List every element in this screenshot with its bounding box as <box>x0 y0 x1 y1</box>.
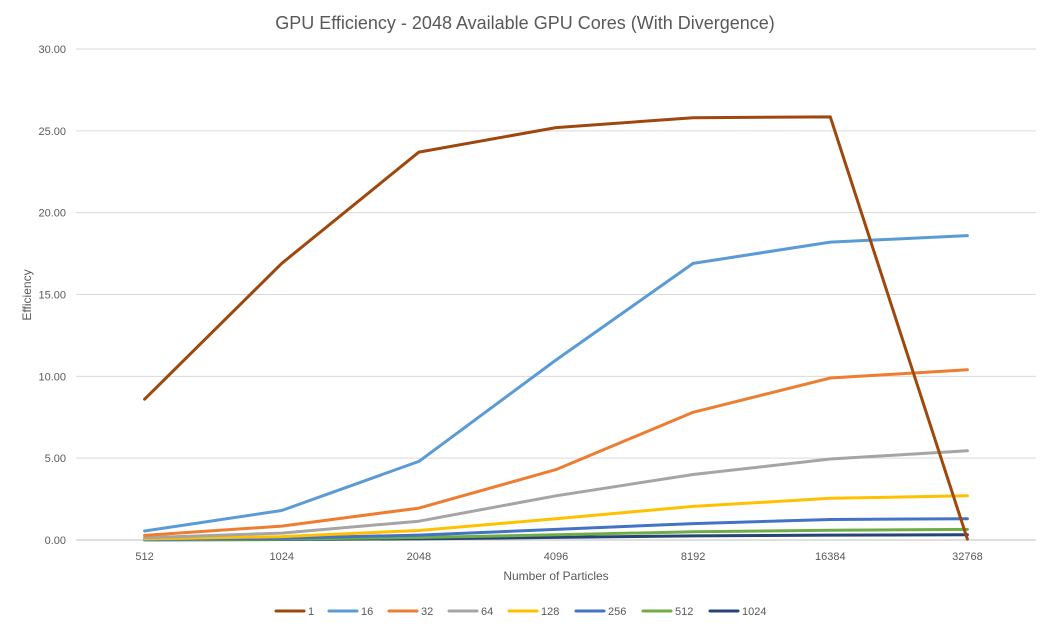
series-lines <box>143 115 969 542</box>
chart-title: GPU Efficiency - 2048 Available GPU Core… <box>275 13 775 33</box>
y-tick-label: 10.00 <box>38 371 66 383</box>
series-line-16 <box>143 234 969 533</box>
legend-label: 256 <box>608 606 626 618</box>
legend-label: 16 <box>361 606 373 618</box>
x-tick-label: 16384 <box>815 551 846 563</box>
legend-item-512: 512 <box>641 606 693 618</box>
series-line-1 <box>143 115 969 541</box>
legend-label: 1024 <box>742 606 766 618</box>
legend-item-32: 32 <box>387 606 433 618</box>
x-tick-label: 4096 <box>544 551 568 563</box>
y-tick-label: 30.00 <box>38 44 66 56</box>
y-tick-label: 15.00 <box>38 290 66 302</box>
x-tick-label: 512 <box>135 551 153 563</box>
legend-item-128: 128 <box>507 606 559 618</box>
y-tick-label: 20.00 <box>38 208 66 220</box>
x-axis-title: Number of Particles <box>503 569 608 583</box>
series-line-256 <box>143 517 969 541</box>
series-line-64 <box>143 449 969 540</box>
series-line-32 <box>143 368 969 537</box>
gridlines <box>76 48 1036 541</box>
legend-label: 1 <box>308 606 314 618</box>
legend-item-256: 256 <box>574 606 626 618</box>
x-tick-label: 32768 <box>952 551 983 563</box>
legend-label: 128 <box>541 606 559 618</box>
y-tick-label: 25.00 <box>38 126 66 138</box>
legend: 1 16 32 64 128 256 512 1024 <box>274 606 766 618</box>
series-line-128 <box>143 494 969 541</box>
x-tick-label: 1024 <box>269 551 293 563</box>
legend-item-64: 64 <box>447 606 493 618</box>
y-tick-label: 0.00 <box>45 535 66 547</box>
x-tick-label: 2048 <box>407 551 431 563</box>
y-axis-title: Efficiency <box>20 269 34 320</box>
x-tick-label: 8192 <box>681 551 705 563</box>
y-axis-ticks: 0.00 5.00 10.00 15.00 20.00 25.00 30.00 <box>38 44 66 547</box>
y-tick-label: 5.00 <box>45 453 66 465</box>
legend-item-16: 16 <box>327 606 373 618</box>
legend-item-1: 1 <box>274 606 314 618</box>
legend-label: 64 <box>481 606 493 618</box>
x-axis-ticks: 512 1024 2048 4096 8192 16384 32768 <box>135 551 982 563</box>
legend-item-1024: 1024 <box>708 606 766 618</box>
legend-label: 512 <box>675 606 693 618</box>
legend-label: 32 <box>421 606 433 618</box>
